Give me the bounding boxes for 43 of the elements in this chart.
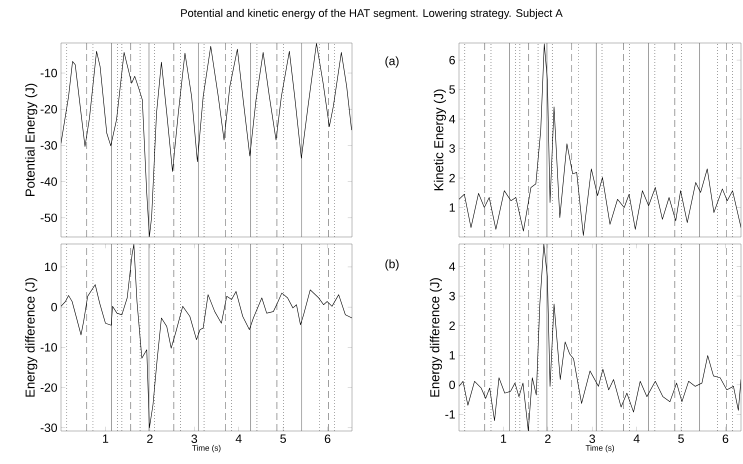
text: (a) xyxy=(385,56,399,68)
x-tick-label: 2 xyxy=(147,434,153,443)
x-tick-label: 4 xyxy=(634,434,640,443)
y-axis-title: Kinetic Energy (J) xyxy=(434,90,446,190)
y-tick-label: -20 xyxy=(40,104,58,114)
x-tick-label: 6 xyxy=(722,434,728,444)
y-tick-label: -30 xyxy=(40,141,58,150)
y-tick-label: 3 xyxy=(449,292,455,300)
y-tick-label: -10 xyxy=(40,343,58,352)
x-tick-label: 2 xyxy=(545,434,551,443)
y-axis-title: Potential Energy (J) xyxy=(25,84,38,196)
y-tick-label: -10 xyxy=(40,68,58,78)
chart-title: Potential and kinetic energy of the HAT segment. Lowering strategy. Subject A xyxy=(181,8,563,20)
y-tick-label: 6 xyxy=(449,56,455,64)
x-tick-label: 5 xyxy=(678,434,684,443)
y-tick-label: 0 xyxy=(51,302,58,312)
y-tick-label: 5 xyxy=(449,85,455,94)
y-tick-label: 2 xyxy=(449,321,455,330)
y-tick-label: 2 xyxy=(449,174,455,182)
y-tick-label: 4 xyxy=(449,114,456,124)
y-axis-title: Energy difference (J) xyxy=(430,278,442,397)
y-tick-label: 1 xyxy=(450,203,455,212)
y-tick-label: 10 xyxy=(45,262,58,272)
x-tick-label: 5 xyxy=(280,434,286,443)
text: (b) xyxy=(385,259,399,271)
y-tick-label: -30 xyxy=(40,424,58,432)
x-tick-label: 4 xyxy=(236,434,242,443)
y-tick-label: -40 xyxy=(40,177,58,186)
x-axis-title: Time (s) xyxy=(586,444,614,452)
x-tick-label: 1 xyxy=(500,434,506,443)
x-tick-label: 1 xyxy=(103,434,108,443)
y-axis-title: Energy difference (J) xyxy=(25,278,38,397)
y-tick-label: 0 xyxy=(449,380,456,390)
y-tick-label: -20 xyxy=(40,383,58,392)
x-tick-label: 3 xyxy=(589,434,596,444)
x-axis-title: Time (s) xyxy=(192,444,221,452)
y-tick-label: -1 xyxy=(445,410,455,419)
y-tick-label: 3 xyxy=(449,144,455,153)
y-tick-label: 1 xyxy=(450,351,455,360)
x-tick-label: 3 xyxy=(191,434,198,444)
y-tick-label: -50 xyxy=(40,214,58,222)
y-tick-label: 4 xyxy=(449,262,456,271)
x-tick-label: 6 xyxy=(324,434,330,444)
